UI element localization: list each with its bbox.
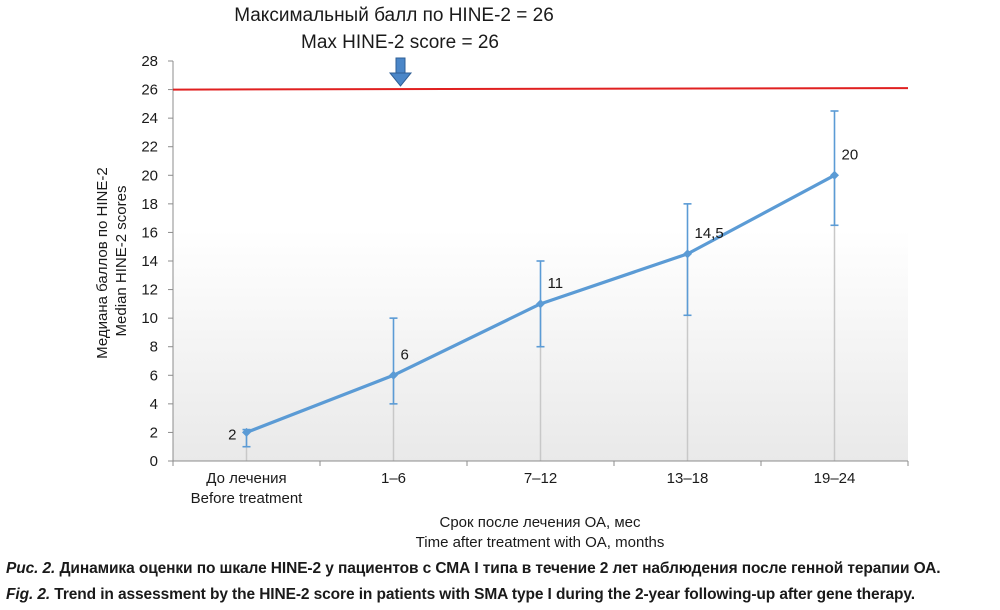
y-tick-label: 10 (141, 310, 158, 327)
data-point (536, 299, 545, 309)
data-label: 6 (401, 346, 409, 363)
data-point (242, 427, 251, 437)
data-point (683, 249, 692, 259)
data-label: 11 (548, 275, 564, 292)
caption-en: Fig. 2. Trend in assessment by the HINE-… (6, 586, 915, 604)
y-tick-label: 6 (150, 367, 158, 384)
caption-ru: Рис. 2. Динамика оценки по шкале HINE-2 … (6, 560, 941, 578)
y-tick-label: 18 (141, 196, 158, 213)
x-tick-label: До лечения (206, 470, 286, 487)
y-tick-label: 28 (141, 53, 158, 70)
y-tick-label: 4 (150, 396, 158, 413)
y-tick-label: 14 (141, 253, 158, 270)
y-tick-label: 16 (141, 224, 158, 241)
y-tick-label: 26 (141, 82, 158, 99)
y-tick-label: 2 (150, 424, 158, 441)
data-label: 20 (842, 146, 859, 163)
caption-ru-prefix: Рис. 2. (6, 560, 56, 577)
caption-en-prefix: Fig. 2. (6, 586, 51, 603)
y-tick-label: 0 (150, 453, 158, 470)
reference-line-max-score (172, 87, 909, 91)
x-axis-label-en: Time after treatment with OA, months (416, 534, 665, 551)
x-axis-label-ru: Срок после лечения ОА, мес (439, 514, 641, 531)
x-tick-label: 7–12 (524, 470, 557, 487)
y-tick-label: 12 (141, 282, 158, 299)
data-label: 2 (228, 426, 236, 443)
x-tick-label: 1–6 (381, 470, 406, 487)
y-axis-label: Медиана баллов по HINE-2 Median HINE-2 s… (94, 163, 130, 359)
y-tick-label: 22 (141, 139, 158, 156)
x-tick-label: Before treatment (191, 490, 304, 507)
x-tick-label: 19–24 (814, 470, 856, 487)
x-tick-label: 13–18 (667, 470, 709, 487)
y-tick-label: 8 (150, 339, 158, 356)
caption-ru-text: Динамика оценки по шкале HINE-2 у пациен… (55, 560, 941, 577)
data-label: 14,5 (695, 225, 724, 242)
y-tick-label: 20 (141, 167, 158, 184)
header-max-score-ru: Максимальный балл по HINE-2 = 26 (234, 5, 554, 26)
data-point (389, 370, 398, 380)
arrow-down-icon (388, 57, 413, 87)
caption-en-text: Trend in assessment by the HINE-2 score … (50, 586, 915, 603)
y-tick-label: 24 (141, 110, 158, 127)
header-max-score-en: Max HINE-2 score = 26 (301, 32, 499, 53)
data-point (830, 170, 839, 180)
